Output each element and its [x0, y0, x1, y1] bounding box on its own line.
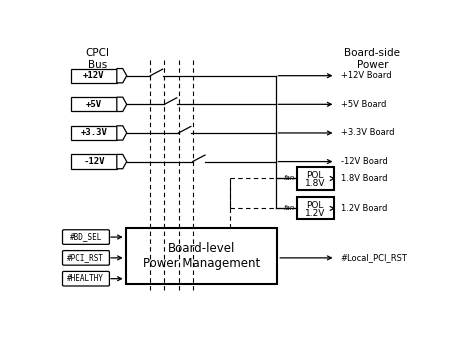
Text: 1.8V Board: 1.8V Board	[341, 174, 387, 183]
Text: fan: fan	[283, 204, 295, 211]
Polygon shape	[117, 69, 126, 83]
Text: #HEALTHY: #HEALTHY	[67, 274, 105, 283]
Text: +12V Board: +12V Board	[341, 71, 391, 80]
Text: #Local_PCI_RST: #Local_PCI_RST	[341, 254, 408, 262]
Text: +5V Board: +5V Board	[341, 100, 386, 109]
Text: -12V Board: -12V Board	[341, 157, 388, 166]
Text: Board-side
Power: Board-side Power	[344, 48, 400, 70]
FancyBboxPatch shape	[62, 250, 109, 265]
Text: Board-level
Power Management: Board-level Power Management	[143, 242, 260, 270]
Text: 1.8V: 1.8V	[305, 179, 325, 188]
Text: #PCI_RST: #PCI_RST	[67, 254, 105, 262]
Bar	[126, 228, 277, 284]
Text: POL: POL	[307, 201, 324, 210]
Polygon shape	[117, 97, 126, 112]
Text: POL: POL	[307, 171, 324, 180]
Text: #BD_SEL: #BD_SEL	[70, 233, 102, 242]
Text: fan: fan	[283, 175, 295, 181]
Text: +3.3V Board: +3.3V Board	[341, 128, 394, 138]
Text: +5V: +5V	[86, 100, 102, 109]
Bar	[71, 154, 117, 169]
Text: +12V: +12V	[83, 71, 105, 80]
Bar	[71, 69, 117, 83]
FancyBboxPatch shape	[62, 271, 109, 286]
Polygon shape	[117, 126, 126, 140]
Text: -12V: -12V	[83, 157, 105, 166]
Bar	[71, 126, 117, 140]
Polygon shape	[117, 154, 126, 169]
Text: 1.2V Board: 1.2V Board	[341, 204, 387, 213]
Text: 1.2V: 1.2V	[305, 209, 325, 218]
Bar	[297, 167, 334, 190]
Bar	[71, 97, 117, 112]
Bar	[297, 197, 334, 219]
Text: CPCI
Bus: CPCI Bus	[86, 48, 109, 70]
FancyBboxPatch shape	[62, 230, 109, 244]
Text: +3.3V: +3.3V	[81, 128, 107, 138]
